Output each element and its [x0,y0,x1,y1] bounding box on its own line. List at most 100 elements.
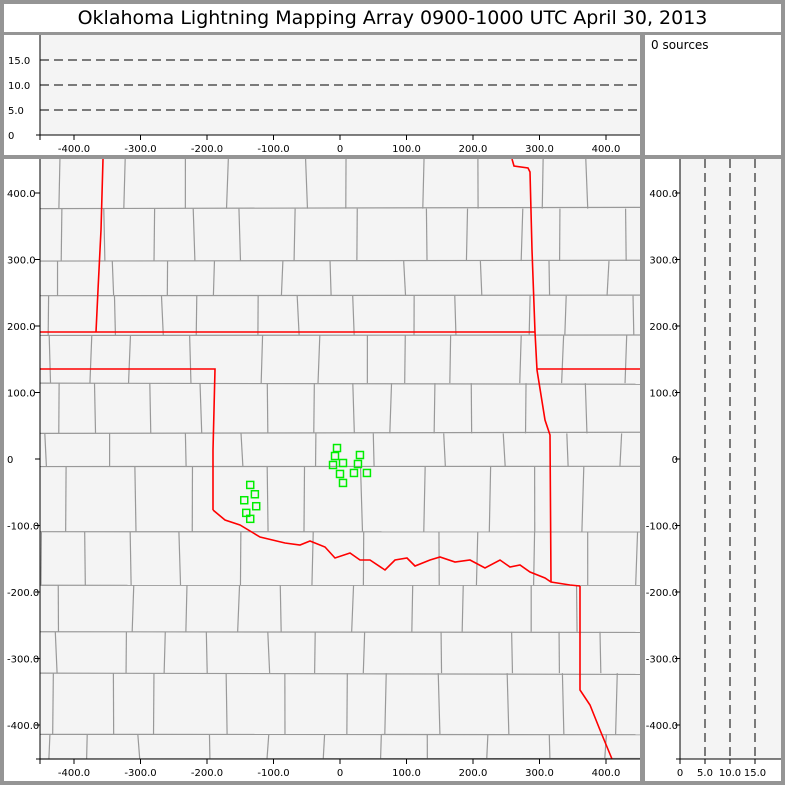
county-line [39,206,641,210]
county-line [541,158,544,209]
lma-station-marker [239,495,249,505]
county-line [479,261,483,296]
y-tick-label: 0 [8,131,14,142]
county-line [212,261,216,296]
county-line [137,734,141,760]
county-line [205,631,208,674]
county-line [506,673,510,735]
county-line [584,383,588,434]
x-tick-label: 400.0 [592,768,621,779]
lma-station-marker [250,489,260,499]
state-border [511,158,552,583]
x-tick-label: 0 [337,144,343,155]
y-tick-label: 200.0 [649,322,678,333]
county-line [48,335,52,384]
county-line [89,335,93,384]
county-line [44,433,48,467]
x-tick-label: 0 [677,768,683,779]
y-tick-label: 100.0 [649,389,678,400]
county-line [131,585,135,632]
county-line [279,585,282,632]
lma-station-marker [362,468,372,478]
county-line [39,259,641,262]
county-line [127,335,132,384]
county-line [163,631,166,674]
county-line [403,261,407,296]
county-line [352,383,355,434]
county-line [314,631,316,674]
plan-view-panel: 400.0 300.0 200.0 100.0 0 -100.0 -200.0 -300.0 -… [4,158,641,781]
county-line [260,335,264,384]
county-line [423,466,426,532]
county-line [511,631,514,674]
county-line [475,531,479,586]
county-line [238,208,242,262]
county-line [389,383,393,434]
county-line [267,631,271,674]
y-tick-label: 0 [7,455,13,466]
county-line [237,585,241,632]
y-tick-label: -400.0 [7,721,39,732]
county-line [134,466,137,532]
county-line [372,433,375,467]
county-line [351,585,355,632]
county-line [129,531,132,586]
county-line [443,433,446,467]
county-line [185,585,188,632]
lma-station-marker [355,450,365,460]
source-count-panel: 0 sources [645,35,781,155]
county-line [52,673,54,735]
y-tick-label: 15.0 [8,56,30,67]
county-line [519,335,522,384]
county-line [329,261,332,296]
county-line [39,672,641,676]
county-line [160,295,164,336]
x-tick-label: -100.0 [257,768,289,779]
county-line [411,585,414,632]
county-line [58,158,61,209]
county-line [604,734,607,760]
county-line [317,335,321,384]
lma-station-marker [332,443,342,453]
county-line [304,158,309,209]
y-tick-label: -100.0 [7,522,39,533]
county-line [384,673,387,735]
y-tick-label: 200.0 [7,322,36,333]
lma-station-marker [349,468,359,478]
county-line [581,466,585,532]
lma-station-marker [245,480,255,490]
altitude-ew-panel: 0 5.0 10.0 15.0 -400.0 -300.0 -200.0 -100.0 0 100… [4,35,640,155]
x-tick-label: 10.0 [719,768,741,779]
county-line [454,295,457,336]
county-line [103,208,106,262]
state-border [40,368,216,510]
county-line [93,383,97,434]
y-tick-label: -100.0 [646,522,678,533]
county-line [240,433,244,467]
page-title: Oklahoma Lightning Mapping Array 0900-10… [4,4,781,32]
lma-station-marker [328,460,338,470]
x-tick-label: 300.0 [525,144,554,155]
county-line [266,734,270,760]
lma-station-marker [245,514,255,524]
lma-station-marker [338,478,348,488]
county-line [362,631,366,674]
county-line [266,383,269,434]
x-tick-label: 300.0 [525,768,554,779]
y-tick-label: 300.0 [7,256,36,267]
county-line [520,208,524,262]
county-line [635,531,639,586]
county-line [359,466,364,532]
county-line [225,673,228,735]
x-tick-label: -400.0 [58,768,90,779]
y-tick-label: 0 [672,455,678,466]
x-tick-label: -300.0 [124,768,156,779]
ns-altitude-plot: 400.0 300.0 200.0 100.0 0 -100.0 -200.0 -300.0 -… [646,159,781,779]
county-line [266,466,269,532]
y-tick-label: 400.0 [649,189,678,200]
x-tick-label: -400.0 [58,144,90,155]
county-line [548,261,551,296]
county-line [425,208,428,262]
county-line [486,734,489,760]
county-line [599,631,602,674]
